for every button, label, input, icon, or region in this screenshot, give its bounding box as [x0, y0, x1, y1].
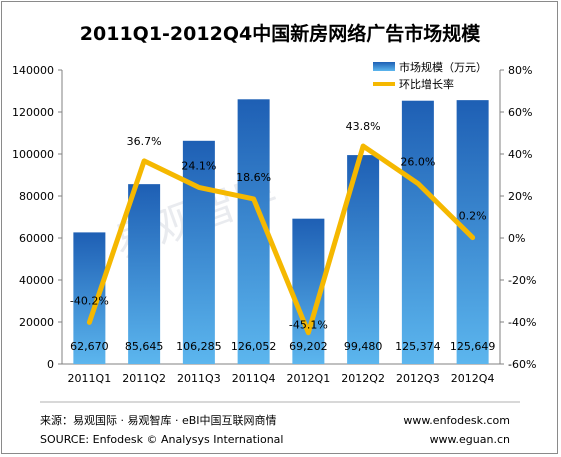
growth-point — [87, 320, 92, 325]
x-axis-tick-label: 2012Q1 — [287, 372, 331, 385]
growth-line — [86, 143, 476, 336]
left-axis-tick-label: 100000 — [12, 148, 54, 161]
left-axis-tick-label: 0 — [47, 358, 54, 371]
growth-value-label: 24.1% — [181, 159, 216, 172]
right-axis-tick-label: 80% — [508, 64, 532, 77]
x-axis-tick-label: 2011Q3 — [177, 372, 221, 385]
x-axis-tick-labels: 2011Q1 2011Q2 2011Q3 2011Q4 2012Q1 2012Q2 2012… — [68, 372, 495, 385]
bar — [128, 184, 161, 364]
growth-value-label: 0.2% — [459, 210, 487, 223]
growth-point — [415, 181, 420, 186]
right-axis-tick-label: 20% — [508, 190, 532, 203]
growth-value-label: 36.7% — [127, 135, 162, 148]
left-axis-tick-label: 20000 — [19, 316, 54, 329]
bar-value-label: 69,202 — [289, 340, 328, 353]
bar-value-label: 62,670 — [70, 340, 109, 353]
growth-value-label: 18.6% — [236, 171, 271, 184]
growth-point — [470, 235, 475, 240]
right-axis-tick-label: -20% — [508, 274, 536, 287]
growth-point — [142, 158, 147, 163]
right-axis-tick-label: -60% — [508, 358, 536, 371]
growth-value-labels: -40.2% 36.7% 24.1% 18.6% -45.1% 43.8% 26.0% 0.2… — [70, 120, 487, 332]
footer-source-en: SOURCE: Enfodesk © Analysys Internationa… — [40, 433, 283, 446]
bar-value-label: 85,645 — [125, 340, 164, 353]
growth-point — [251, 196, 256, 201]
growth-value-label: 26.0% — [400, 155, 435, 168]
footer-source-cn: 来源：易观国际 · 易观智库 · eBI中国互联网商情 — [40, 413, 277, 427]
x-axis-tick-label: 2011Q4 — [232, 372, 276, 385]
growth-point — [361, 144, 366, 149]
x-axis-tick-label: 2011Q2 — [122, 372, 166, 385]
x-axis-tick-label: 2012Q3 — [396, 372, 440, 385]
left-axis-tick-label: 140000 — [12, 64, 54, 77]
legend: 市场规模（万元） 环比增长率 — [373, 60, 487, 91]
bar-value-label: 125,374 — [395, 340, 441, 353]
footer-url-enfodesk: www.enfodesk.com — [403, 414, 510, 427]
legend-line-label: 环比增长率 — [399, 77, 454, 91]
legend-bar-label: 市场规模（万元） — [399, 60, 487, 74]
bar — [456, 100, 489, 365]
left-axis-tick-label: 60000 — [19, 232, 54, 245]
chart-title: 2011Q1-2012Q4中国新房网络广告市场规模 — [80, 22, 481, 45]
legend-bar-swatch — [373, 62, 395, 71]
bar-value-label: 99,480 — [344, 340, 383, 353]
bar — [182, 140, 215, 364]
growth-line-series — [86, 143, 476, 336]
bar-value-labels: 62,670 85,645 106,285 126,052 69,202 99,480 12… — [70, 340, 495, 353]
growth-value-label: -40.2% — [70, 294, 109, 307]
bar-value-label: 126,052 — [231, 340, 277, 353]
right-axis-ticks: -60% -40% -20% 0% 20% 40% 60% 80% — [500, 64, 536, 371]
bar — [401, 100, 434, 364]
left-axis-tick-label: 40000 — [19, 274, 54, 287]
x-axis-tick-label: 2012Q4 — [451, 372, 495, 385]
right-axis-tick-label: 0% — [508, 232, 525, 245]
left-axis-ticks: 0 20000 40000 60000 80000 100000 120000 140000 — [12, 64, 62, 371]
growth-point — [196, 185, 201, 190]
right-axis-tick-label: 60% — [508, 106, 532, 119]
bar-value-label: 106,285 — [176, 340, 222, 353]
footer-url-eguan: www.eguan.cn — [430, 433, 510, 446]
bar-value-label: 125,649 — [450, 340, 496, 353]
growth-value-label: 43.8% — [346, 120, 381, 133]
left-axis-tick-label: 80000 — [19, 190, 54, 203]
left-axis-tick-label: 120000 — [12, 106, 54, 119]
x-axis-tick-label: 2011Q1 — [68, 372, 112, 385]
bar — [237, 99, 270, 364]
right-axis-tick-label: 40% — [508, 148, 532, 161]
growth-value-label: -45.1% — [289, 319, 328, 332]
right-axis-tick-label: -40% — [508, 316, 536, 329]
growth-point — [306, 330, 311, 335]
x-axis-tick-label: 2012Q2 — [341, 372, 385, 385]
